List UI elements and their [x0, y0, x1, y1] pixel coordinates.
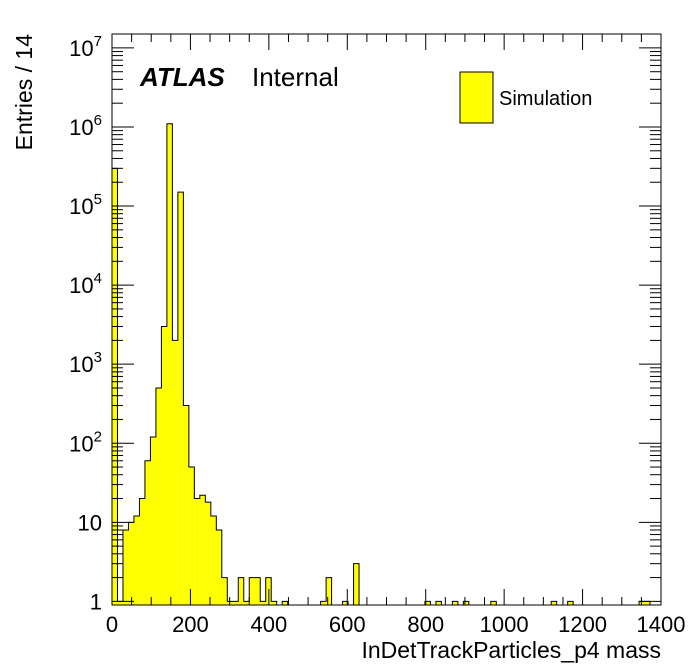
- y-tick-label: 106: [69, 112, 102, 140]
- histogram-bar: [254, 577, 261, 605]
- histogram-bar: [139, 498, 145, 605]
- histogram-bar: [320, 601, 327, 605]
- y-tick-exponent: 6: [94, 112, 102, 129]
- y-tick-base: 1: [90, 589, 102, 614]
- y-tick-exponent: 7: [94, 33, 102, 50]
- x-axis-title: InDetTrackParticles_p4 mass: [361, 637, 661, 663]
- y-tick-exponent: 4: [94, 270, 102, 287]
- histogram-bar: [567, 601, 574, 605]
- legend-swatch: [459, 71, 494, 124]
- y-tick-base: 10: [69, 194, 93, 219]
- x-tick-label: 1000: [480, 612, 529, 637]
- histogram-bar: [183, 405, 189, 605]
- y-tick-base: 10: [69, 36, 93, 61]
- y-tick-label: 10: [78, 510, 102, 535]
- legend-entry: Simulation: [499, 88, 592, 110]
- x-tick-label: 1400: [637, 612, 686, 637]
- histogram-bar: [243, 601, 250, 605]
- histogram-bar: [161, 326, 167, 605]
- y-tick-base: 10: [69, 431, 93, 456]
- histogram-bar: [199, 495, 206, 605]
- histogram-bar: [133, 516, 140, 605]
- y-tick-base: 10: [78, 510, 102, 535]
- y-tick-exponent: 5: [94, 191, 102, 208]
- histogram-bar: [353, 563, 360, 605]
- histogram-bar: [166, 123, 173, 605]
- y-tick-label: 105: [69, 191, 102, 219]
- histogram-bar: [172, 340, 178, 605]
- histogram-bar: [282, 601, 288, 605]
- x-tick-label: 400: [250, 612, 287, 637]
- histogram-bar: [232, 601, 239, 605]
- y-tick-label: 104: [69, 270, 102, 298]
- histogram-bar: [424, 601, 431, 605]
- histogram-bar: [112, 168, 118, 605]
- histogram-bar: [150, 436, 156, 605]
- histogram-bar: [177, 192, 184, 605]
- y-tick-label: 103: [69, 349, 102, 377]
- histogram-bar: [210, 516, 217, 605]
- histogram-bars: [111, 123, 651, 605]
- histogram-bar: [326, 577, 332, 605]
- histogram-bar: [194, 498, 200, 605]
- histogram-bar: [128, 522, 134, 605]
- internal-label: Internal: [252, 62, 339, 92]
- x-tick-label: 0: [106, 612, 118, 637]
- histogram-bar: [271, 601, 277, 605]
- histogram-bar: [260, 601, 266, 605]
- histogram-bar: [644, 601, 651, 605]
- y-tick-base: 10: [69, 115, 93, 140]
- histogram-bar: [342, 601, 349, 605]
- y-tick-exponent: 2: [94, 428, 102, 445]
- histogram-bar: [122, 529, 129, 605]
- y-tick-base: 10: [69, 352, 93, 377]
- histogram-bar: [117, 601, 123, 605]
- x-tick-label: 200: [172, 612, 209, 637]
- histogram-bar: [249, 577, 255, 605]
- histogram-outline: [111, 123, 651, 605]
- histogram-bar: [144, 460, 151, 605]
- legend: Simulation: [459, 71, 592, 124]
- histogram-bar: [463, 601, 469, 605]
- x-tick-label: 600: [329, 612, 366, 637]
- histogram-bar: [205, 502, 211, 605]
- y-tick-label: 102: [69, 428, 102, 456]
- histogram-bar: [155, 387, 162, 605]
- histogram-bar: [188, 467, 195, 605]
- y-tick-label: 107: [69, 33, 102, 61]
- atlas-label: ATLAS: [139, 62, 225, 92]
- y-axis-title: Entries / 14: [11, 34, 37, 151]
- y-tick-exponent: 3: [94, 349, 102, 366]
- histogram-bar: [216, 529, 222, 605]
- histogram-bar: [238, 577, 244, 605]
- x-tick-label: 800: [407, 612, 444, 637]
- histogram-bar: [490, 601, 497, 605]
- histogram-bar: [435, 601, 442, 605]
- histogram-bar: [452, 601, 458, 605]
- y-tick-label: 1: [90, 589, 102, 614]
- histogram-bar: [221, 577, 228, 605]
- axis-ticks: [111, 34, 662, 605]
- x-tick-label: 1200: [558, 612, 607, 637]
- histogram-bar: [551, 601, 557, 605]
- y-tick-base: 10: [69, 273, 93, 298]
